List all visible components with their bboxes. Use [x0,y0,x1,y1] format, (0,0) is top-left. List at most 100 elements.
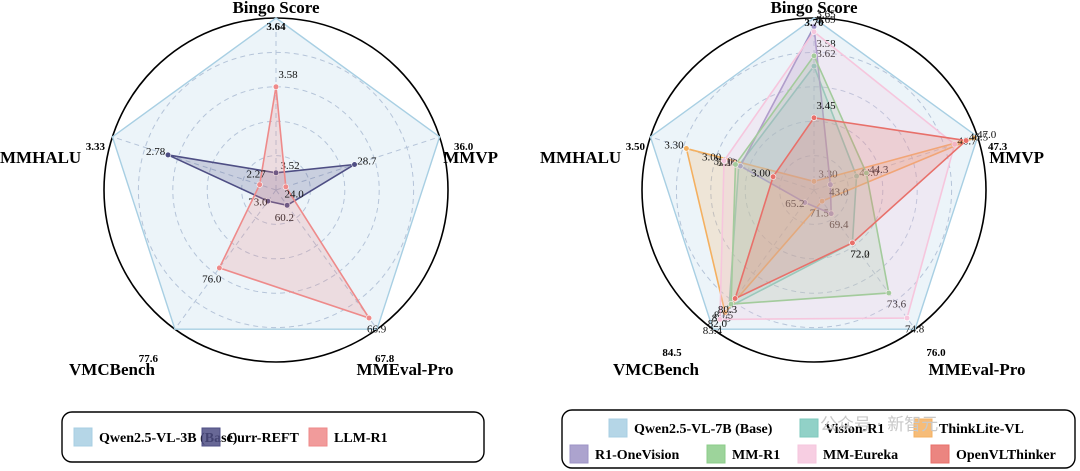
legend-swatch [201,427,221,447]
legend-swatch [73,427,93,447]
grid-spoke [275,136,440,191]
legend-left: Qwen2.5-VL-3B (Base)Curr-REFT LLM-R1 [61,411,485,463]
grid-ring [710,86,918,294]
data-point [732,295,739,302]
data-point [828,210,835,217]
data-label: 3.30 [818,168,838,180]
axis-label-mmvp: MMVP [443,148,498,167]
series-area [730,54,890,305]
data-label: 3.45 [816,100,836,112]
data-label: 73.6 [887,298,907,310]
series-llm-r1: 3.58 24.0 66.9 76.0 2.27 [202,69,387,336]
data-point [827,181,834,188]
grid-ring [744,120,884,260]
series-area [218,86,371,320]
data-point [683,145,690,152]
legend-label: R1-OneVision [595,448,679,463]
data-point [903,314,911,322]
data-point [256,181,263,188]
data-label: 46.5 [969,132,989,144]
data-label: 80.3 [718,304,738,316]
legend-label: OpenVLThinker [956,448,1056,463]
series-area [733,116,968,301]
axis-label-vmcbench: VMCBench [613,360,699,379]
data-label: 83.4 [703,325,723,337]
data-label: 60.2 [275,212,294,224]
legend-item-vision-r1: Vision-R1 [799,418,884,438]
data-label: 72.2 [850,248,869,260]
legend-item-thinklite-vl: ThinkLite-VL [913,418,1024,438]
legend-swatch [608,418,628,438]
legend-right: Qwen2.5-VL-7B (Base) Vision-R1 ThinkLite-V… [561,409,1076,469]
data-point [264,198,272,205]
series-curr-reft: 3.52 28.760.273.02.78 [146,146,377,224]
axis-max-label: 84.5 [662,347,682,359]
data-point [721,309,729,316]
axis-max-label: 3.70 [804,17,824,29]
grid-ring [241,155,311,225]
data-point [849,239,856,246]
data-label: 43.0 [829,186,849,198]
axis-label-mmvp: MMVP [989,148,1044,167]
grid-spoke [174,189,277,330]
data-label: 3.65 [816,9,836,21]
legend-item-r1-onevision: R1-OneVision [569,444,679,464]
legend-swatch [930,444,950,464]
data-label: 3.30 [664,140,684,152]
data-point [810,63,818,70]
radar-grid [112,18,440,330]
legend-label: ThinkLite-VL [939,422,1024,437]
legend-item-curr-reft: Curr-REFT [201,427,299,447]
grid-ring [206,120,346,260]
grid-spoke [112,136,277,191]
data-label: 2.78 [146,146,166,158]
data-label: 69.4 [829,219,849,231]
data-label: 3.58 [816,38,836,50]
data-point [963,137,970,144]
grid-spoke [275,189,378,330]
legend-swatch [797,444,817,464]
data-point [810,114,818,121]
data-point [732,161,739,168]
data-point [282,183,289,190]
watermark-text: 公众号 · 新智元 [820,415,938,435]
data-point [716,316,724,323]
series-area [739,23,833,215]
data-point [727,301,735,308]
data-point [164,151,172,159]
data-point [351,161,358,168]
legend-label: MM-R1 [732,448,780,463]
axis-label-mmeval-pro: MMEval-Pro [929,360,1026,379]
data-label: 44.3 [869,164,889,176]
legend-label: LLM-R1 [334,431,388,446]
legend-label: Curr-REFT [227,431,299,446]
legend-swatch [308,427,328,447]
legend-frame [61,411,485,463]
axis-label-bingo-score: Bingo Score [770,0,858,17]
data-point [885,289,892,297]
axis-label-mmeval-pro: MMEval-Pro [357,360,454,379]
data-label: 72.0 [850,248,870,260]
legend-item-qwen2-5-vl-7b-base: Qwen2.5-VL-7B (Base) [608,418,773,438]
legend-swatch [706,444,726,464]
data-point [971,134,978,142]
data-label: 3.00 [751,168,771,180]
data-label: 3.52 [280,160,299,172]
axis-max-label: 3.33 [86,141,106,153]
grid-spoke [813,136,978,191]
legend-item-mm-r1: MM-R1 [706,444,780,464]
axis-label-mmhalu: MMHALU [0,148,81,167]
legend-swatch [569,444,589,464]
axis-label-vmcbench: VMCBench [69,360,155,379]
axis-max-label: 3.64 [266,21,286,33]
axis-max-label: 3.50 [626,141,646,153]
data-point [770,173,777,180]
data-label: 24.0 [285,188,305,200]
data-label: 65.2 [785,198,804,210]
data-label: 3.69 [816,14,836,26]
legend-label: MM-Eureka [823,448,898,463]
grid-ring [172,86,380,294]
axis-max-label: 77.6 [139,353,159,365]
data-point [284,202,291,209]
